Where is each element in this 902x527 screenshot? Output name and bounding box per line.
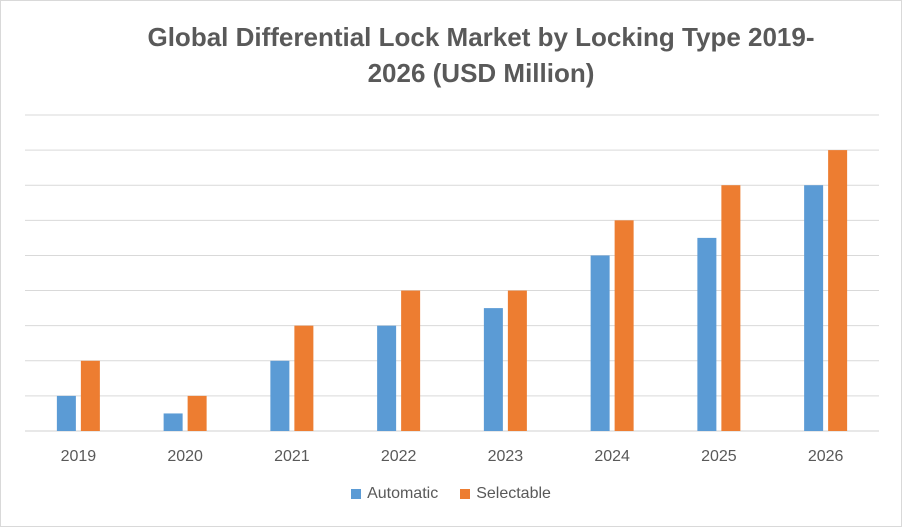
bar-selectable-2026 [828, 150, 848, 431]
x-tick-label-2019: 2019 [61, 448, 97, 465]
legend-item-automatic: Automatic [351, 485, 438, 503]
bar-automatic-2020 [163, 413, 183, 431]
bar-selectable-2025 [721, 185, 741, 431]
bar-selectable-2022 [401, 290, 421, 431]
bar-selectable-2021 [294, 325, 314, 431]
legend-swatch-automatic [351, 489, 362, 499]
legend: Automatic Selectable [1, 485, 901, 503]
bar-automatic-2022 [377, 325, 397, 431]
legend-item-selectable: Selectable [460, 485, 551, 503]
x-tick-label-2025: 2025 [701, 448, 737, 465]
x-tick-label-2022: 2022 [381, 448, 417, 465]
x-tick-label-2021: 2021 [274, 448, 310, 465]
legend-label-automatic: Automatic [367, 485, 439, 502]
bar-automatic-2024 [590, 255, 610, 431]
x-tick-labels: 2019 2020 2021 2022 2023 2024 2025 2026 [61, 448, 844, 465]
x-tick-label-2026: 2026 [808, 448, 844, 465]
x-tick-label-2024: 2024 [594, 448, 630, 465]
legend-swatch-selectable [460, 489, 471, 499]
bar-automatic-2019 [56, 395, 76, 431]
bar-selectable-2019 [80, 360, 100, 431]
bar-automatic-2023 [483, 308, 503, 431]
bars [56, 150, 848, 431]
bar-selectable-2023 [507, 290, 527, 431]
bar-automatic-2026 [804, 185, 824, 431]
bar-selectable-2024 [614, 220, 634, 431]
gridlines [25, 114, 879, 432]
x-tick-label-2023: 2023 [488, 448, 524, 465]
legend-label-selectable: Selectable [476, 485, 551, 502]
bar-automatic-2021 [270, 360, 290, 431]
x-tick-label-2020: 2020 [167, 448, 203, 465]
chart-title: Global Differential Lock Market by Locki… [147, 22, 815, 88]
bar-automatic-2025 [697, 237, 717, 431]
bar-selectable-2020 [187, 395, 207, 431]
